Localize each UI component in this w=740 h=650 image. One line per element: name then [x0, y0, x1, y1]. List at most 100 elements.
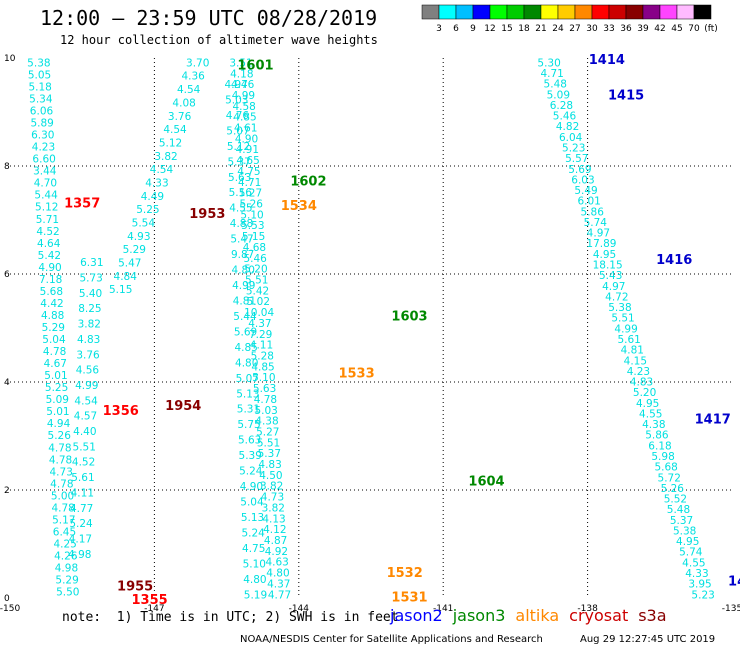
wave-height-value: 5.07 — [226, 125, 249, 137]
wave-height-value: 7.18 — [39, 274, 62, 286]
wave-height-value: 5.98 — [651, 451, 674, 463]
wave-height-value: 4.72 — [605, 291, 628, 303]
footer-note: note: 1) Time is in UTC; 2) SWH is in fe… — [62, 610, 399, 625]
wave-height-value: 4.90 — [235, 133, 258, 145]
wave-height-value: 4.33 — [145, 177, 168, 189]
wave-height-value: 4.65 — [236, 155, 259, 167]
wave-height-value: 5.57 — [565, 153, 588, 165]
wave-height-value: 4.95 — [593, 249, 616, 261]
wave-height-value: 4.71 — [238, 177, 261, 189]
wave-height-value: 5.24 — [69, 518, 93, 530]
wave-height-value: 8.25 — [78, 303, 101, 315]
wave-height-value: 4.26 — [54, 551, 78, 563]
color-scale-legend: 3 6 9 12 15 18 21 24 27 30 33 36 39 42 45 70 (ft) — [421, 4, 718, 34]
wave-height-value: 5.86 — [581, 206, 605, 218]
wave-height-value: 4.08 — [172, 97, 195, 109]
wave-height-value: 5.03 — [254, 405, 277, 417]
wave-height-value: 5.00 — [51, 490, 74, 502]
wave-height-value: 4.75 — [242, 543, 265, 555]
wave-height-value: 4.49 — [141, 191, 164, 203]
wave-height-value: 6.04 — [559, 132, 583, 144]
pass-time-label: 1601 — [237, 59, 273, 74]
wave-height-value: 4.99 — [232, 90, 255, 102]
wave-height-value: 5.29 — [55, 575, 78, 587]
wave-height-value: 4.78 — [48, 442, 71, 454]
wave-height-value: 4.81 — [621, 345, 644, 357]
wave-height-value: 4.50 — [259, 470, 282, 482]
wave-height-value: 4.99 — [614, 323, 637, 335]
wave-height-value: 3.82 — [262, 502, 285, 514]
wave-height-value: 4.57 — [74, 411, 97, 423]
wave-height-value: 6.28 — [550, 100, 573, 112]
wave-height-value: 4.33 — [685, 568, 708, 580]
wave-height-value: 5.38 — [27, 57, 50, 69]
chart-axes: -150 -147 -144 -141 -138 -135 0 2 4 6 8 10 — [0, 54, 740, 614]
wave-height-value: 4.78 — [50, 478, 73, 490]
wave-height-value: 4.75 — [237, 166, 260, 178]
wave-height-value: 17.89 — [586, 238, 616, 250]
wave-height-value: 4.90 — [38, 262, 61, 274]
wave-height-value: 4.61 — [234, 123, 257, 135]
pass-time-label: 1603 — [391, 310, 427, 325]
wave-height-value: 5.10 — [240, 209, 263, 221]
color-scale-label: 3 — [436, 24, 442, 34]
wave-height-value: 4.54 — [150, 164, 174, 176]
color-scale-label: (ft) — [704, 24, 718, 34]
wave-height-value: 4.81 — [233, 295, 256, 307]
wave-height-value: 5.69 — [234, 326, 257, 338]
wave-height-value: 4.80 — [243, 574, 266, 586]
wave-height-value: 5.51 — [245, 275, 268, 287]
wave-height-value: 5.63 — [238, 435, 261, 447]
color-scale-label: 70 — [688, 24, 700, 34]
y-tick-label: 4 — [4, 378, 10, 388]
wave-height-value: 4.71 — [540, 68, 563, 80]
wave-height-value: 5.63 — [253, 383, 276, 395]
wave-height-value: 5.20 — [633, 387, 656, 399]
wave-height-value: 5.30 — [537, 57, 560, 69]
wave-height-value: 5.73 — [79, 273, 102, 285]
wave-height-value: 3.82 — [78, 319, 101, 331]
y-tick-label: 10 — [4, 54, 16, 64]
y-tick-label: 2 — [4, 486, 10, 496]
wave-height-value: 5.75 — [237, 419, 260, 431]
wave-height-value: 5.18 — [28, 81, 51, 93]
wave-height-value: 4.97 — [587, 228, 610, 240]
wave-height-value: 4.78 — [49, 454, 72, 466]
wave-height-value: 5.68 — [654, 462, 677, 474]
wave-height-value: 4.99 — [75, 380, 98, 392]
pass-time-label: 1534 — [281, 199, 317, 214]
color-swatch — [693, 4, 712, 20]
color-scale-label: 27 — [569, 24, 580, 34]
pass-time-label: 1955 — [117, 580, 153, 595]
wave-height-value: 5.51 — [257, 437, 280, 449]
pass-time-label: 1357 — [64, 196, 100, 211]
y-tick-label: 0 — [4, 594, 10, 604]
wave-height-value: 5.01 — [44, 370, 67, 382]
wave-height-value: 5.04 — [240, 497, 264, 509]
wave-height-value: 5.10 — [243, 558, 266, 570]
wave-height-value: 4.55 — [229, 203, 252, 215]
wave-height-value: 4.36 — [181, 71, 205, 83]
wave-height-value: 5.04 — [42, 334, 66, 346]
wave-height-value: 4.17 — [69, 533, 92, 545]
wave-height-value: 4.92 — [265, 546, 288, 558]
wave-height-value: 5.03 — [225, 94, 248, 106]
wave-height-value: 5.72 — [658, 472, 681, 484]
footer-credit: NOAA/NESDIS Center for Satellite Applica… — [240, 634, 543, 645]
x-tick-label: -144 — [289, 604, 310, 614]
wave-height-value: 4.80 — [232, 265, 255, 277]
wave-height-value: 5.46 — [553, 111, 577, 123]
color-scale-label: 18 — [518, 24, 530, 34]
satellite-legend: jason2 jason3 altika cryosat s3a — [390, 606, 677, 625]
wave-height-value: 4.91 — [236, 144, 259, 156]
wave-height-value: 5.15 — [242, 231, 265, 243]
wave-height-value: 4.88 — [41, 310, 64, 322]
wave-height-value: 5.19 — [244, 589, 267, 601]
color-scale-label: 39 — [637, 24, 649, 34]
wave-height-value: 5.47 — [230, 234, 253, 246]
wave-height-value: 4.78 — [254, 394, 277, 406]
wave-height-value: 6.45 — [53, 526, 76, 538]
wave-height-value: 5.07 — [236, 373, 259, 385]
wave-height-value: 5.48 — [544, 79, 567, 91]
color-swatch — [523, 4, 542, 20]
